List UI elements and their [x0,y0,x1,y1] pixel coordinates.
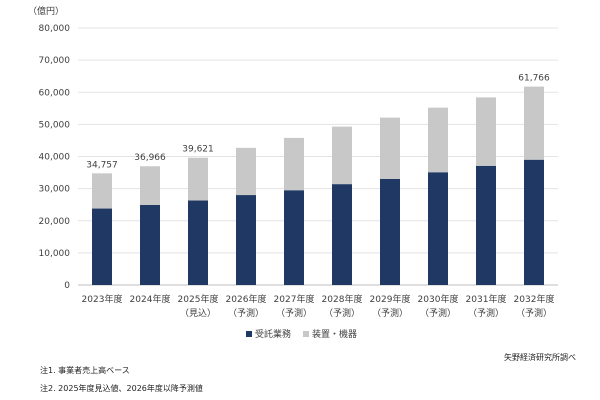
x-tick-sublabel: （予測） [324,307,360,319]
y-tick-label: 60,000 [39,88,71,98]
data-label: 34,757 [86,160,118,170]
x-tick-sublabel: （予測） [228,307,264,319]
data-label: 36,966 [134,153,166,163]
bar-segment [380,117,400,179]
bar-segment [236,195,256,285]
note-2: 注2. 2025年度見込値、2026年度以降予測値 [40,384,203,393]
legend-label: 受託業務 [255,328,291,340]
bar-segment [236,147,256,196]
y-tick-label: 0 [64,281,70,291]
y-tick-label: 50,000 [39,120,71,130]
x-tick-sublabel: （予測） [516,307,552,319]
bar-segment [380,178,400,285]
x-tick-sublabel: （予測） [468,307,504,319]
x-tick-label: 2028年度 [322,293,363,305]
x-tick-sublabel: （予測） [276,307,312,319]
legend-swatch [303,331,310,337]
bar-segment [188,200,208,285]
legend-swatch [246,331,252,337]
x-tick-label: 2023年度 [82,293,123,305]
y-axis-tick-labels: 0 10,000 20,000 30,000 40,000 50,000 60,000 70,… [39,24,71,291]
bar-segment [284,190,304,285]
x-tick-label: 2026年度 [226,293,267,305]
y-tick-label: 10,000 [39,249,71,259]
data-labels: 34,757 36,966 39,621 61,766 [86,74,550,171]
data-label: 39,621 [182,145,214,155]
y-tick-label: 20,000 [39,217,71,227]
bar-segment [476,165,496,285]
y-tick-label: 80,000 [39,24,71,34]
y-tick-label: 40,000 [39,153,71,163]
x-tick-label: 2024年度 [130,293,171,305]
x-axis-tick-labels: 2023年度 2024年度 2025年度 （見込） 2026年度 （予測） 2027年度 （予… [82,293,555,319]
x-tick-label: 2027年度 [274,293,315,305]
bar-segment [92,208,112,285]
bar-segment [140,205,160,285]
bar-segment [140,166,160,206]
x-tick-label: 2025年度 [178,293,219,305]
bar-segment [92,173,112,209]
x-tick-sublabel: （予測） [420,307,456,319]
x-tick-label: 2031年度 [466,293,507,305]
bar-segment [524,86,544,160]
x-tick-label: 2029年度 [370,293,411,305]
x-tick-sublabel: （予測） [372,307,408,319]
y-axis-unit-label: （億円） [28,5,64,17]
bar-segment [188,157,208,201]
y-tick-label: 30,000 [39,185,71,195]
source-credit: 矢野経済研究所調べ [504,353,576,362]
bar-segment [476,97,496,166]
bar-segment [524,159,544,285]
note-1: 注1. 事業者売上高ベース [40,366,130,375]
bars [92,86,544,285]
bar-segment [332,184,352,285]
bar-segment [428,107,448,173]
x-tick-label: 2032年度 [514,293,555,305]
legend-label: 装置・機器 [312,328,357,340]
legend: 受託業務 装置・機器 [246,328,357,340]
data-label: 61,766 [518,74,550,84]
bar-segment [332,126,352,185]
x-tick-sublabel: （見込） [180,308,216,319]
x-tick-label: 2030年度 [418,293,459,305]
y-tick-label: 70,000 [39,56,71,66]
bar-segment [284,137,304,191]
bar-segment [428,172,448,285]
